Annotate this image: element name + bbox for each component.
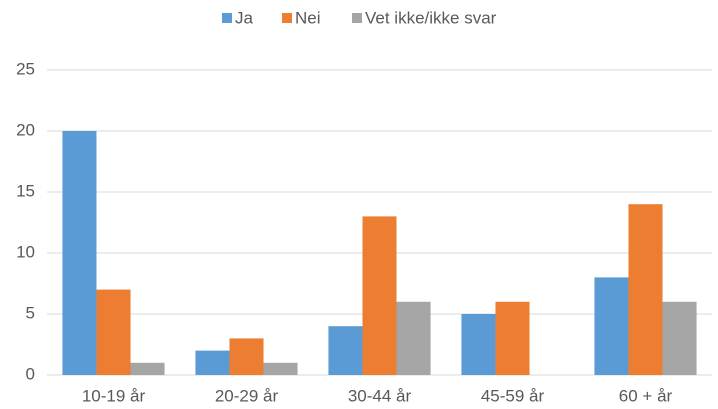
x-tick-label: 20-29 år	[215, 386, 279, 405]
bar	[362, 216, 397, 375]
bar	[130, 362, 165, 375]
y-tick-label: 0	[26, 364, 35, 383]
legend-swatch	[282, 13, 292, 23]
bar	[195, 350, 230, 375]
bar	[96, 289, 131, 375]
legend-label: Vet ikke/ikke svar	[365, 8, 497, 27]
bar	[62, 131, 97, 375]
bar	[461, 314, 496, 375]
y-tick-label: 5	[26, 303, 35, 322]
legend-label: Nei	[295, 8, 321, 27]
bar	[495, 301, 530, 375]
y-tick-label: 20	[16, 120, 35, 139]
x-tick-label: 30-44 år	[348, 386, 412, 405]
bar	[263, 362, 298, 375]
y-tick-label: 10	[16, 242, 35, 261]
bar	[662, 301, 697, 375]
bar	[229, 338, 264, 375]
bar	[594, 277, 629, 375]
bar	[628, 204, 663, 375]
bar	[328, 326, 363, 375]
bar	[396, 301, 431, 375]
legend-label: Ja	[235, 8, 254, 27]
x-tick-label: 60 + år	[619, 386, 673, 405]
x-tick-label: 10-19 år	[82, 386, 146, 405]
y-tick-label: 15	[16, 181, 35, 200]
legend-swatch	[352, 13, 362, 23]
legend-swatch	[222, 13, 232, 23]
x-tick-label: 45-59 år	[481, 386, 545, 405]
y-tick-label: 25	[16, 59, 35, 78]
